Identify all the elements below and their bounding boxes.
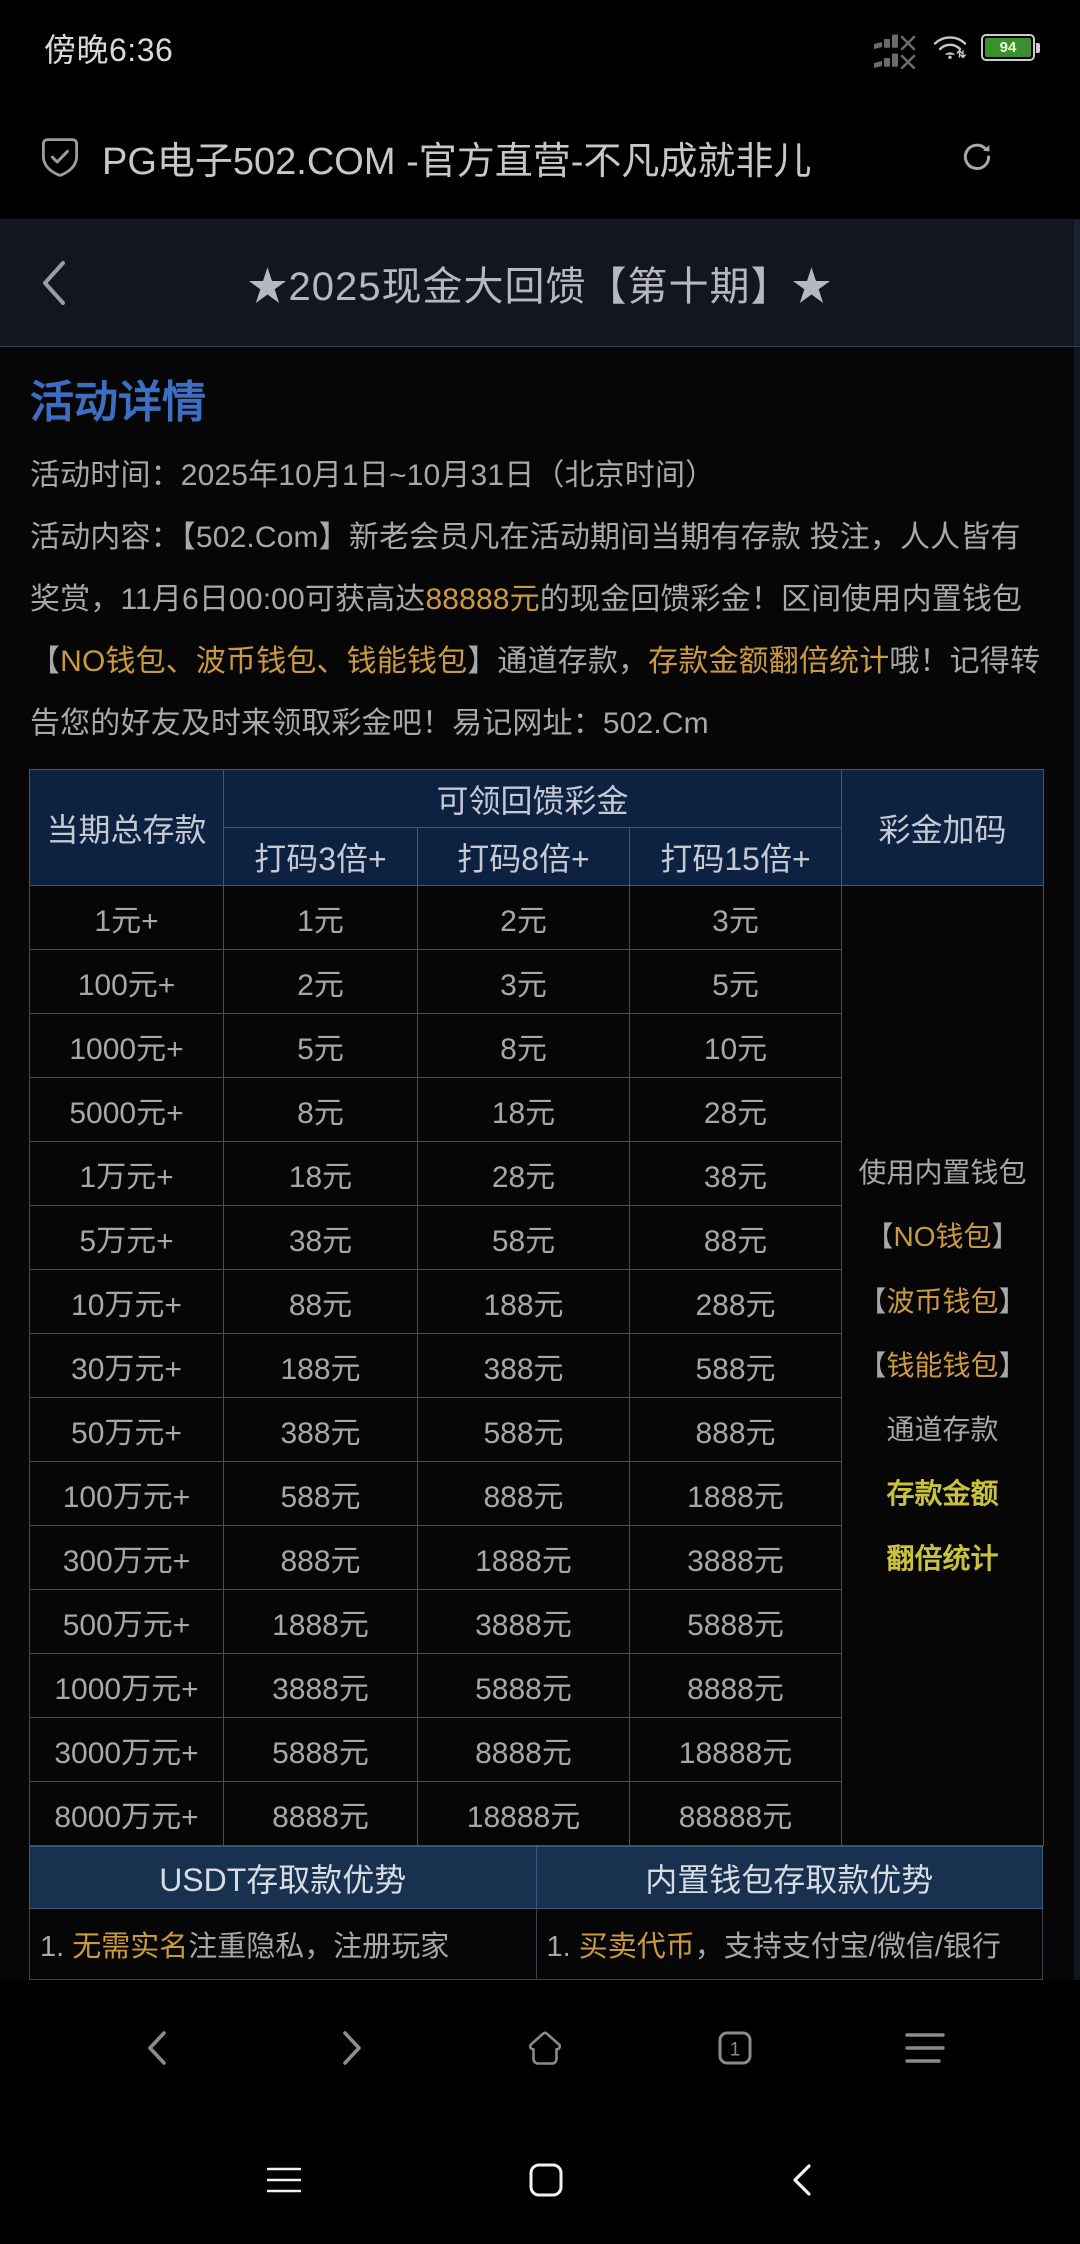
svg-text:1: 1	[730, 2040, 741, 2061]
